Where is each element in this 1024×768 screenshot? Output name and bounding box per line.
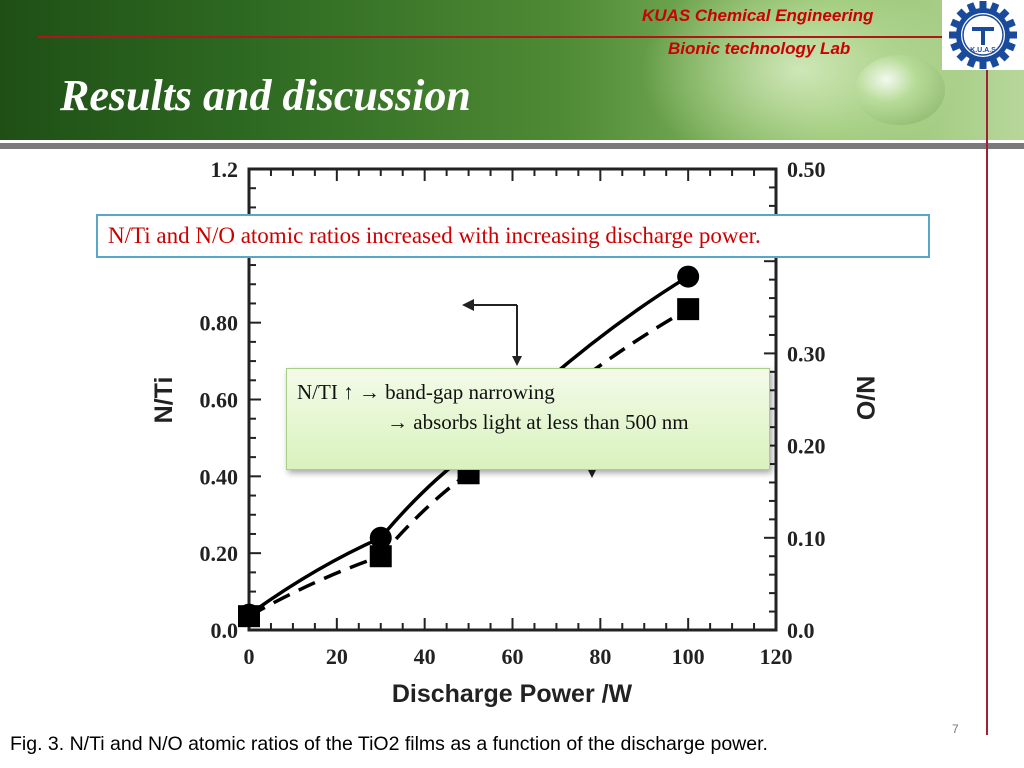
header-divider-light	[0, 140, 1024, 143]
down-arrowhead	[512, 356, 522, 366]
x-tick-label: 0	[244, 644, 255, 669]
y-right-tick-label: 0.30	[787, 341, 826, 366]
figure-caption: Fig. 3. N/Ti and N/O atomic ratios of th…	[10, 733, 768, 755]
left-arrowhead	[462, 299, 474, 311]
y-left-tick-label: 0.60	[200, 388, 239, 413]
y-right-tick-label: 0.10	[787, 526, 826, 551]
right-arrow-tip	[588, 470, 596, 478]
y-left-axis-title: N/Ti	[150, 377, 178, 424]
x-tick-label: 40	[414, 644, 436, 669]
page-title: Results and discussion	[60, 71, 471, 120]
x-axis-title: Discharge Power /W	[392, 680, 633, 708]
bandgap-callout-line2: → absorbs light at less than 500 nm	[387, 410, 689, 434]
lab-name-line2: Bionic technology Lab	[668, 39, 851, 58]
marker-square	[238, 605, 260, 628]
right-vertical-rule	[986, 70, 988, 735]
x-tick-label: 20	[326, 644, 348, 669]
y-left-tick-label: 0.80	[200, 311, 239, 336]
bandgap-callout-line1: N/TI ↑ → band-gap narrowing	[297, 380, 555, 404]
water-drop-decoration	[855, 55, 945, 125]
marker-circle	[677, 265, 700, 288]
marker-square	[369, 545, 392, 568]
slide-number: 7	[952, 722, 959, 736]
series-markers	[238, 265, 700, 628]
gear-seal-icon: K.U.A.S	[949, 1, 1017, 69]
y-right-tick-label: 0.0	[787, 618, 815, 643]
marker-circle	[369, 526, 392, 549]
y-right-axis-title: N/O	[851, 376, 879, 420]
bandgap-callout: N/TI ↑ → band-gap narrowing → absorbs li…	[286, 368, 770, 470]
series-lines	[247, 275, 690, 618]
y-left-tick-label: 0.0	[211, 618, 239, 643]
lab-name-line1: KUAS Chemical Engineering	[642, 6, 874, 25]
header-red-rule	[38, 36, 943, 38]
logo-text: K.U.A.S	[970, 47, 996, 54]
x-tick-labels: 0 20 40 60 80 100 120	[244, 644, 793, 669]
y-left-tick-label: 0.40	[200, 464, 239, 489]
y-left-tick-label: 1.2	[211, 157, 239, 182]
university-logo: K.U.A.S	[942, 0, 1024, 70]
gear-tooth	[1008, 31, 1017, 39]
header-divider-gray	[0, 143, 1024, 149]
annotation-arrows	[462, 299, 596, 478]
series-line-n-ti	[247, 275, 690, 617]
marker-square	[677, 298, 700, 321]
y-left-tick-label: 0.20	[200, 541, 239, 566]
y-right-tick-labels: 0.0 0.10 0.20 0.30 0.50	[787, 157, 826, 643]
series-line-n-o	[248, 307, 690, 618]
x-tick-label: 100	[672, 644, 705, 669]
gear-tooth	[979, 60, 987, 69]
y-right-tick-label: 0.20	[787, 434, 826, 459]
x-tick-label: 60	[502, 644, 524, 669]
y-left-tick-labels: 0.0 0.20 0.40 0.60 0.80 1.2	[200, 157, 239, 643]
x-tick-label: 80	[589, 644, 611, 669]
y-right-tick-label: 0.50	[787, 157, 826, 182]
finding-callout: N/Ti and N/O atomic ratios increased wit…	[96, 214, 930, 258]
gear-tooth	[979, 1, 987, 10]
x-tick-label: 120	[760, 644, 793, 669]
header-banner	[0, 0, 1024, 140]
gear-tooth	[949, 31, 958, 39]
